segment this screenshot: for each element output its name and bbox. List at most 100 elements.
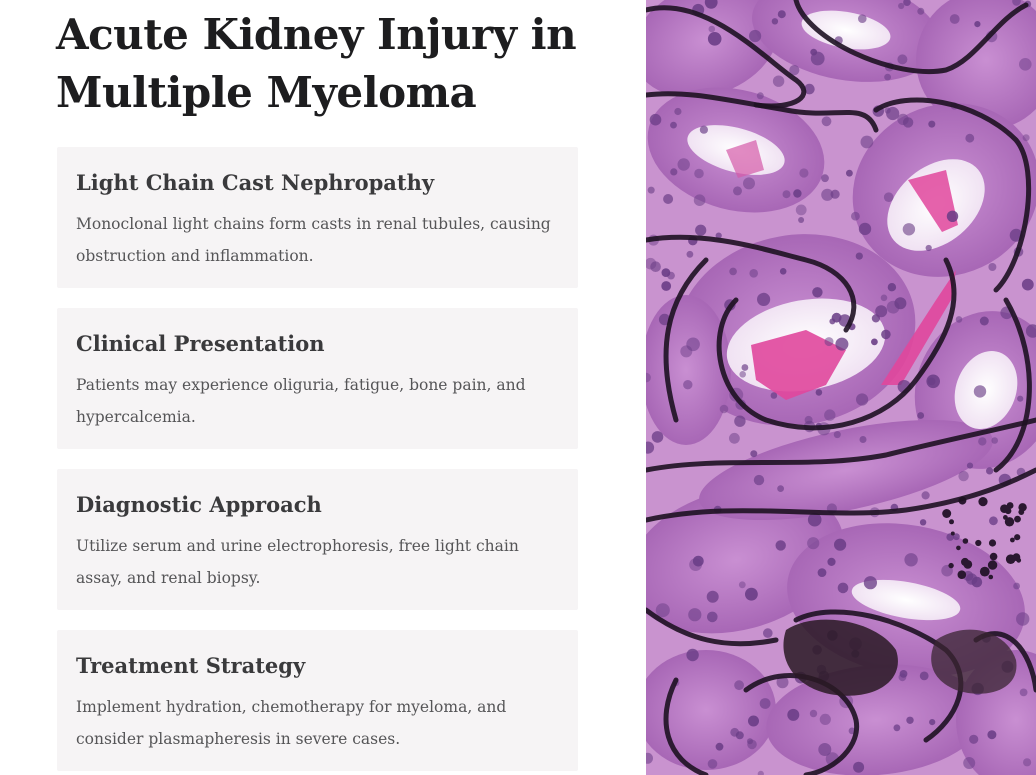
cell-nucleus [706, 590, 719, 603]
cell-nucleus [663, 194, 674, 204]
cell-nucleus [646, 372, 651, 383]
cell-nucleus [707, 759, 718, 769]
cell-nucleus [729, 432, 740, 444]
cell-nucleus [974, 21, 981, 28]
cell-nucleus [1023, 758, 1032, 767]
pigment-granule [957, 570, 967, 579]
cell-nucleus [777, 10, 786, 19]
cell-nucleus [919, 671, 929, 681]
pigment-granule [942, 509, 952, 518]
cell-nucleus [1013, 582, 1020, 590]
cell-nucleus [694, 168, 704, 179]
cell-nucleus [893, 724, 901, 732]
cell-nucleus [749, 269, 758, 278]
cell-nucleus [821, 174, 829, 183]
cell-nucleus [966, 573, 978, 585]
cell-nucleus [989, 516, 998, 526]
tubule-lumen [801, 10, 891, 50]
cell-nucleus [858, 14, 867, 23]
cell-nucleus [929, 719, 936, 726]
cell-nucleus [798, 217, 805, 223]
cell-nucleus [902, 223, 916, 236]
cell-nucleus [753, 474, 765, 486]
cell-nucleus [871, 338, 878, 346]
cell-nucleus [881, 329, 891, 340]
cell-nucleus [772, 75, 785, 87]
tubule-lumen [851, 579, 961, 621]
cell-nucleus [715, 742, 724, 751]
cell-nucleus [777, 485, 784, 492]
casts-layer [726, 140, 958, 400]
cell-nucleus [1021, 278, 1034, 291]
cell-nucleus [646, 257, 657, 270]
pigment-granule [978, 497, 988, 507]
cell-nucleus [771, 18, 779, 25]
pigment-granule [1014, 534, 1021, 541]
cell-nucleus [988, 263, 997, 271]
basement-membrane [873, 97, 1032, 293]
cell-nucleus [647, 186, 655, 194]
cell-nucleus [688, 608, 702, 622]
cell-nucleus [871, 314, 880, 323]
vessel-section [931, 629, 1017, 694]
cell-nucleus [919, 519, 927, 526]
cell-nucleus [807, 512, 822, 527]
cell-nucleus [680, 345, 693, 358]
basement-membrane [646, 607, 779, 647]
tubule-cross-section [646, 0, 779, 98]
cell-nucleus [730, 727, 740, 737]
text-panel: Acute Kidney Injury in Multiple Myeloma … [56, 10, 578, 771]
cell-nucleus [692, 555, 704, 567]
cell-nucleus [661, 281, 672, 291]
card-heading: Diagnostic Approach [76, 492, 322, 517]
cell-nucleus [782, 190, 791, 199]
cell-nucleus [883, 192, 894, 202]
cell-nucleus [1022, 134, 1030, 142]
cell-nucleus [707, 32, 722, 46]
cell-nucleus [824, 409, 836, 421]
cell-nucleus [655, 603, 670, 618]
cell-nucleus [734, 680, 744, 691]
cell-nucleus [704, 0, 718, 9]
cell-nucleus [795, 204, 807, 216]
cell-nucleus [683, 380, 693, 390]
basement-membrane [716, 257, 957, 431]
membranes-layer [646, 0, 1036, 775]
cast-deposit [881, 270, 956, 385]
cell-nucleus [965, 133, 975, 143]
cell-nucleus [775, 540, 786, 551]
cell-nucleus [906, 716, 914, 724]
cell-nucleus [904, 553, 918, 567]
cell-nucleus [978, 437, 987, 446]
cell-nucleus [661, 268, 671, 277]
cell-nucleus [651, 431, 664, 443]
cell-nucleus [856, 393, 869, 406]
cell-nucleus [953, 533, 960, 541]
cell-nucleus [793, 189, 802, 198]
pigment-granule [1005, 507, 1012, 515]
cell-nucleus [821, 188, 834, 201]
cell-nucleus [779, 268, 787, 275]
cell-nucleus [649, 113, 662, 126]
pigment-granule [1010, 537, 1015, 543]
cell-nucleus [887, 283, 897, 292]
basement-membrane [646, 417, 1036, 473]
cast-deposit [751, 330, 846, 400]
histology-micrograph [646, 0, 1036, 775]
pigment-granule [961, 557, 969, 566]
basement-membrane [646, 467, 1036, 523]
pigment-granule [950, 531, 955, 536]
vessel-section [783, 619, 898, 696]
cell-nucleus [973, 385, 987, 398]
pigment-granule [949, 519, 954, 525]
cell-nucleus [757, 292, 771, 306]
cell-nucleus [799, 168, 809, 178]
cell-nucleus [750, 450, 758, 458]
cell-nucleus [1016, 612, 1030, 626]
basement-membrane [646, 234, 857, 333]
cell-nucleus [686, 250, 694, 258]
cell-nucleus [699, 125, 708, 134]
card-text: Implement hydration, chemotherapy for my… [76, 698, 507, 748]
cell-nucleus [743, 177, 755, 190]
